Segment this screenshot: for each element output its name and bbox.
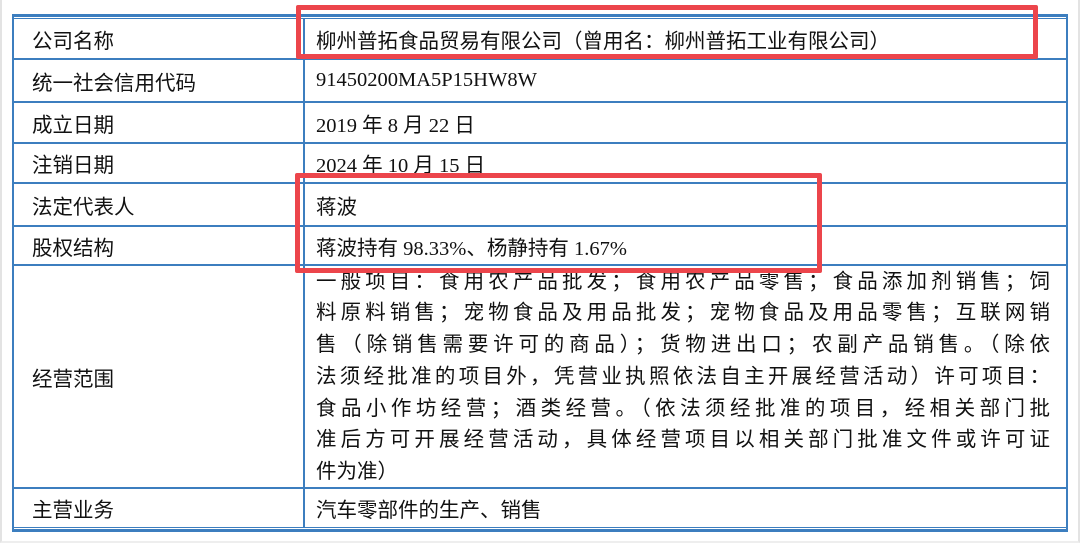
table-row-cancel-date: 注销日期 2024 年 10 月 15 日 — [14, 144, 1066, 184]
table-row-main-business: 主营业务 汽车零部件的生产、销售 — [14, 489, 1066, 527]
row-value: 一般项目：食用农产品批发；食用农产品零售；食品添加剂销售；饲 料原料销售；宠物食品… — [316, 270, 1050, 484]
row-label: 经营范围 — [14, 266, 305, 487]
row-label: 法定代表人 — [14, 184, 305, 225]
table-row-legal-rep: 法定代表人 蒋波 — [14, 184, 1066, 227]
table-row-business-scope: 经营范围 一般项目：食用农产品批发；食用农产品零售；食品添加剂销售；饲 料原料销售… — [14, 266, 1066, 489]
row-value: 汽车零部件的生产、销售 — [316, 500, 542, 522]
table-bottom-rule-thick — [14, 529, 1066, 532]
row-value: 柳州普拓食品贸易有限公司（曾用名：柳州普拓工业有限公司） — [316, 30, 890, 53]
row-label: 注销日期 — [14, 144, 305, 182]
row-value: 蒋波 — [316, 196, 357, 219]
table-row-equity-structure: 股权结构 蒋波持有 98.33%、杨静持有 1.67% — [14, 227, 1066, 266]
row-value: 91450200MA5P15HW8W — [316, 69, 537, 91]
table-body: 公司名称 柳州普拓食品贸易有限公司（曾用名：柳州普拓工业有限公司） 统一社会信用… — [14, 19, 1066, 527]
row-label: 统一社会信用代码 — [14, 60, 305, 101]
row-label: 主营业务 — [14, 489, 305, 527]
table-row-company-name: 公司名称 柳州普拓食品贸易有限公司（曾用名：柳州普拓工业有限公司） — [14, 19, 1066, 60]
company-info-table: 公司名称 柳州普拓食品贸易有限公司（曾用名：柳州普拓工业有限公司） 统一社会信用… — [12, 14, 1068, 532]
row-label: 公司名称 — [14, 19, 305, 58]
row-value: 2019 年 8 月 22 日 — [316, 114, 475, 137]
table-top-rule-thin — [14, 18, 1066, 19]
table-top-rule-thick — [14, 14, 1066, 17]
table-row-establish-date: 成立日期 2019 年 8 月 22 日 — [14, 103, 1066, 144]
row-label: 股权结构 — [14, 227, 305, 264]
table-row-credit-code: 统一社会信用代码 91450200MA5P15HW8W — [14, 60, 1066, 103]
table-bottom-rule-thin — [14, 527, 1066, 528]
row-value: 2024 年 10 月 15 日 — [316, 155, 486, 177]
row-value: 蒋波持有 98.33%、杨静持有 1.67% — [316, 237, 627, 260]
row-label: 成立日期 — [14, 103, 305, 142]
